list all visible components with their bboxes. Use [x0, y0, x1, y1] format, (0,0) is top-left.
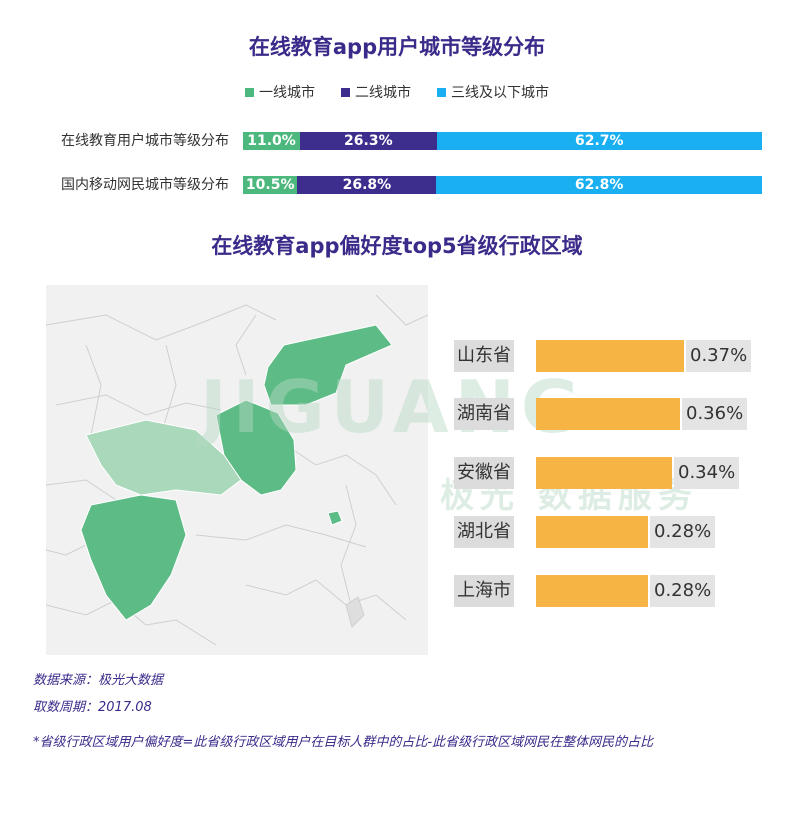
region-hubei	[85, 419, 242, 496]
province-label-hubei: 湖北省	[454, 516, 514, 548]
bar-segment-education-users-tier2: 26.3%	[300, 132, 437, 150]
stacked-bar-row-education-users: 在线教育用户城市等级分布 11.0% 26.3% 62.7%	[0, 132, 794, 150]
source-note: 数据来源：极光大数据	[33, 673, 164, 688]
province-label-anhui: 安徽省	[454, 457, 514, 489]
region-hunan	[80, 494, 187, 621]
period-note: 取数周期：2017.08	[33, 700, 152, 715]
province-label-shandong: 山东省	[454, 340, 514, 372]
legend-swatch-tier3	[437, 87, 446, 97]
legend-item-tier1: 一线城市	[245, 82, 315, 102]
province-value-hunan: 0.36%	[682, 398, 748, 430]
province-bar-shandong	[536, 340, 684, 372]
province-value-shanghai: 0.28%	[650, 575, 716, 607]
city-chart-title: 在线教育app用户城市等级分布	[248, 35, 546, 59]
region-shanghai	[327, 510, 343, 526]
province-label-shanghai: 上海市	[454, 575, 514, 607]
city-chart-legend: 一线城市 二线城市 三线及以下城市	[0, 82, 794, 102]
bar-track-education-users: 11.0% 26.3% 62.7%	[243, 132, 762, 150]
legend-swatch-tier1	[245, 87, 254, 97]
province-value-hubei: 0.28%	[650, 516, 716, 548]
province-bar-hubei	[536, 516, 648, 548]
map-graphic	[45, 285, 429, 655]
province-label-hunan: 湖南省	[454, 398, 514, 430]
province-bar-shanghai	[536, 575, 648, 607]
row-label-education-users: 在线教育用户城市等级分布	[61, 133, 229, 149]
bar-segment-mobile-netizens-tier3: 62.8%	[436, 176, 762, 194]
bar-segment-mobile-netizens-tier2: 26.8%	[297, 176, 437, 194]
province-bar-hunan	[536, 398, 680, 430]
legend-item-tier2: 二线城市	[341, 82, 411, 102]
region-shandong	[263, 324, 393, 406]
legend-item-tier3: 三线及以下城市	[437, 82, 549, 102]
legend-label-tier3: 三线及以下城市	[451, 85, 549, 101]
map-island	[345, 596, 365, 628]
bar-segment-mobile-netizens-tier1: 10.5%	[243, 176, 298, 194]
watermark-brand: JIGUANG	[200, 365, 587, 449]
province-value-anhui: 0.34%	[674, 457, 740, 489]
footnote: *省级行政区域用户偏好度=此省级行政区域用户在目标人群中的占比-此省级行政区域网…	[33, 735, 654, 750]
legend-label-tier2: 二线城市	[355, 85, 411, 101]
legend-label-tier1: 一线城市	[259, 85, 315, 101]
bar-segment-education-users-tier3: 62.7%	[436, 132, 762, 150]
china-map	[45, 285, 429, 655]
legend-swatch-tier2	[341, 87, 350, 97]
bar-track-mobile-netizens: 10.5% 26.8% 62.8%	[243, 176, 762, 194]
province-value-shandong: 0.37%	[686, 340, 752, 372]
stacked-bar-row-mobile-netizens: 国内移动网民城市等级分布 10.5% 26.8% 62.8%	[0, 176, 794, 194]
province-chart-title: 在线教育app偏好度top5省级行政区域	[211, 234, 583, 258]
province-bar-anhui	[536, 457, 672, 489]
row-label-mobile-netizens: 国内移动网民城市等级分布	[61, 177, 229, 193]
bar-segment-education-users-tier1: 11.0%	[243, 132, 301, 150]
